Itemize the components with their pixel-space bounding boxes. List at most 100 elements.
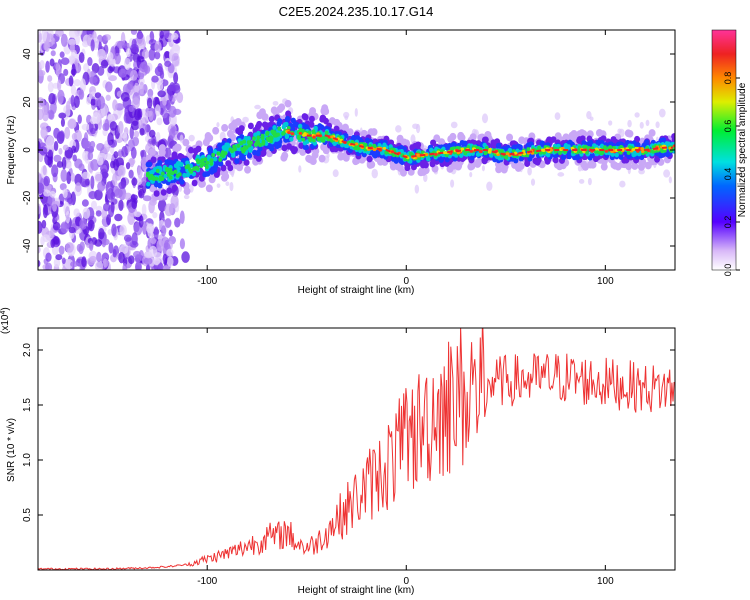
spectrogram-noise-cell	[45, 252, 52, 262]
spectrogram-faint-cell	[225, 181, 230, 187]
spectrogram-band-cell	[229, 121, 237, 130]
spectrogram-band-cell	[260, 135, 265, 140]
spectrogram-band-cell	[631, 162, 639, 170]
spectrogram-band-cell	[544, 158, 551, 165]
spectrogram-peak-cell	[631, 148, 636, 152]
spectrogram-noise-cell	[85, 96, 92, 105]
spectrogram-x-ticks: -100 0 100	[197, 30, 614, 287]
spectrogram-noise-cell	[146, 97, 153, 109]
spectrogram-band-cell	[151, 175, 156, 180]
spectrogram-noise-cell	[68, 38, 77, 46]
spectrogram-band-cell	[513, 157, 519, 164]
spectrogram-noise-cell	[38, 203, 41, 215]
spectrogram-peak-cell	[442, 151, 447, 155]
spectrogram-band-cell	[255, 140, 259, 145]
spectrogram-faint-cell	[272, 100, 279, 106]
spectrogram-noise-cell	[154, 41, 162, 53]
spectrogram-noise-cell	[66, 171, 72, 185]
spectrogram-noise-cell	[60, 118, 65, 127]
spectrogram-noise-cell	[138, 119, 143, 131]
spectrogram-noise-cell	[48, 92, 56, 105]
spectrogram-noise-cell	[70, 84, 77, 96]
spectrogram-noise-cell	[43, 175, 51, 187]
spectrogram-faint-cell	[326, 152, 330, 159]
spectrogram-noise-cell	[63, 68, 69, 77]
spectrogram-noise-cell	[148, 39, 157, 46]
spectrogram-band-cell	[517, 144, 523, 151]
spectrogram-band-cell	[175, 173, 180, 178]
spectrogram-noise-cell	[137, 56, 145, 63]
spectrogram-noise-cell	[40, 126, 48, 139]
spectrogram-band-cell	[396, 164, 404, 172]
spectrogram-band-cell	[166, 187, 173, 195]
spectrogram-noise-cell	[133, 130, 140, 138]
spectrogram-faint-cell	[554, 112, 561, 121]
spectrogram-faint-cell	[343, 111, 350, 119]
spectrogram-band-cell	[539, 140, 545, 147]
spectrogram-noise-cell	[147, 88, 154, 98]
spectrogram-band-cell	[450, 161, 458, 170]
spectrogram-noise-cell	[104, 153, 113, 160]
snr-series-line	[38, 328, 675, 570]
spectrogram-band-cell	[507, 147, 513, 153]
spectrogram-band-cell	[281, 144, 288, 152]
spectrogram-noise-cell	[166, 256, 174, 267]
spectrogram-noise-cell	[181, 251, 190, 263]
spectrogram-band-cell	[346, 128, 354, 136]
spectrogram-noise-cell	[50, 50, 56, 57]
spectrogram-noise-cell	[112, 249, 117, 258]
spectrogram-band-cell	[274, 143, 280, 150]
spectrogram-band-cell	[524, 160, 531, 167]
spectrogram-faint-cell	[557, 172, 565, 177]
spectrogram-x-tick-label: -100	[197, 276, 217, 287]
spectrogram-band-cell	[276, 121, 282, 127]
spectrogram-noise-cell	[77, 114, 82, 125]
spectrogram-noise-cell	[42, 234, 50, 243]
spectrogram-noise-cell	[100, 59, 109, 69]
spectrogram-noise-cell	[153, 226, 159, 240]
spectrogram-noise-cell	[114, 52, 121, 65]
spectrogram-band-cell	[309, 107, 317, 115]
spectrogram-noise-cell	[95, 210, 102, 217]
spectrogram-band-cell	[272, 125, 277, 130]
spectrogram-faint-cell	[645, 119, 650, 127]
spectrogram-noise-cell	[63, 201, 70, 216]
spectrogram-noise-cell	[58, 147, 63, 155]
spectrogram-noise-cell	[120, 132, 128, 139]
spectrogram-band-cell	[298, 127, 303, 132]
spectrogram-band-cell	[429, 160, 436, 168]
spectrogram-band-cell	[171, 184, 178, 192]
spectrogram-noise-cell	[171, 43, 180, 57]
spectrogram-faint-cell	[254, 104, 261, 110]
spectrogram-y-tick-label: 20	[22, 96, 33, 108]
spectrogram-band-cell	[160, 171, 165, 176]
spectrogram-noise-cell	[130, 194, 138, 201]
spectrogram-noise-cell	[122, 83, 131, 95]
spectrogram-noise-cell	[118, 181, 127, 190]
spectrogram-noise-cell	[57, 79, 62, 92]
spectrogram-noise-cell	[58, 245, 65, 255]
spectrogram-band-cell	[195, 158, 200, 163]
spectrogram-band-cell	[244, 145, 249, 150]
spectrogram-band-cell	[554, 132, 562, 140]
spectrogram-faint-cell	[332, 169, 339, 178]
spectrogram-faint-cell	[627, 119, 632, 128]
spectrogram-faint-cell	[668, 176, 672, 184]
spectrogram-band-cell	[313, 125, 318, 131]
spectrogram-noise-cell	[124, 192, 132, 201]
spectrogram-noise-cell	[38, 220, 43, 234]
spectrogram-band-cell	[261, 139, 266, 144]
snr-multiplier-exp: 4	[0, 311, 7, 315]
spectrogram-faint-cell	[298, 165, 302, 173]
spectrogram-noise-cell	[131, 232, 138, 246]
spectrogram-band-cell	[560, 154, 567, 161]
spectrogram-noise-cell	[60, 33, 68, 47]
snr-x-tick-label: -100	[197, 576, 217, 587]
spectrogram-band-cell	[209, 159, 214, 164]
spectrogram-noise-cell	[78, 245, 84, 255]
spectrogram-noise-cell	[118, 199, 124, 212]
colorbar-tick-label: 0.6	[723, 120, 733, 133]
spectrogram-band-cell	[319, 116, 326, 123]
spectrogram-band-cell	[188, 167, 192, 172]
spectrogram-band-cell	[216, 151, 221, 156]
